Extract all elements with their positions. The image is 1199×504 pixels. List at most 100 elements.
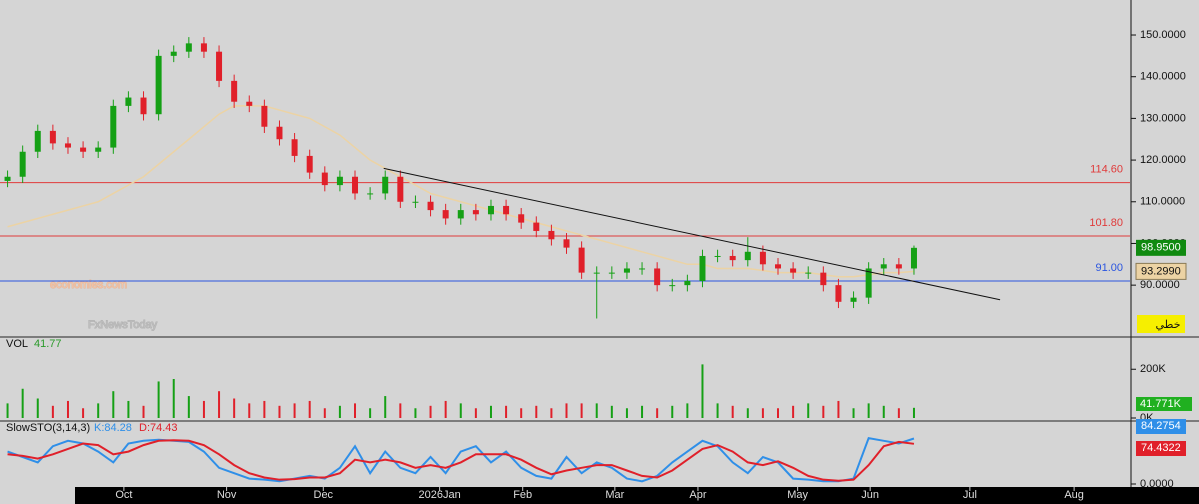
x-tick-label: Mar xyxy=(605,489,624,501)
candle-body xyxy=(608,272,615,274)
candle-body xyxy=(669,285,676,287)
candle-body xyxy=(487,205,494,215)
candle-body xyxy=(563,239,570,248)
candle-body xyxy=(548,230,555,240)
candle-body xyxy=(397,176,404,202)
candle-body xyxy=(744,251,751,261)
candle-body xyxy=(654,268,661,286)
candle-body xyxy=(306,155,313,173)
chart-type-label[interactable]: خطي xyxy=(1156,319,1181,331)
x-tick-label: 2026Jan xyxy=(419,489,461,501)
y-tick-label: 150.0000 xyxy=(1140,29,1186,41)
candle-body xyxy=(790,268,797,273)
candle-body xyxy=(216,51,223,81)
candle-body xyxy=(4,176,11,181)
stoch-d-legend: D:74.43 xyxy=(139,422,178,434)
candle-body xyxy=(336,176,343,186)
candle-body xyxy=(352,176,359,194)
y-tick-label: 110.0000 xyxy=(1140,196,1185,208)
candle-body xyxy=(110,105,117,148)
volume-box-label: 41.771K xyxy=(1140,398,1182,410)
candle-body xyxy=(200,43,207,52)
ma-box-label: 93.2990 xyxy=(1141,265,1181,277)
candle-body xyxy=(623,268,630,273)
x-tick-label: Jun xyxy=(861,489,879,501)
candle-body xyxy=(155,55,162,115)
volume-box xyxy=(1136,397,1192,411)
x-tick-label: Jul xyxy=(963,489,977,501)
x-tick-label: Oct xyxy=(115,489,132,501)
y-tick-label: 90.0000 xyxy=(1140,279,1180,291)
candle-body xyxy=(49,130,56,144)
x-tick-label: Nov xyxy=(217,489,237,501)
candle-body xyxy=(895,264,902,269)
x-tick-label: Apr xyxy=(689,489,706,501)
x-tick-label: May xyxy=(787,489,808,501)
candle-body xyxy=(775,264,782,269)
candle-body xyxy=(820,272,827,286)
stoch-line xyxy=(7,439,915,482)
watermark: FxNewsToday xyxy=(88,319,158,331)
candle-body xyxy=(442,210,449,219)
candle-body xyxy=(503,205,510,215)
candle-body xyxy=(125,97,132,106)
date-axis xyxy=(75,487,1199,504)
candle-body xyxy=(759,251,766,265)
candle-body xyxy=(699,255,706,281)
chart-type-button[interactable] xyxy=(1137,315,1185,333)
stoch-title: SlowSTO(3,14,3) xyxy=(6,422,90,434)
candle-body xyxy=(427,201,434,211)
candle-body xyxy=(367,193,374,195)
candle-body xyxy=(412,201,419,203)
candle-body xyxy=(714,255,721,257)
candle-body xyxy=(850,297,857,302)
trendline xyxy=(383,167,1001,301)
candle-body xyxy=(518,214,525,223)
candle-body xyxy=(246,101,253,106)
stoch-k-legend: K:84.28 xyxy=(94,422,132,434)
candle-body xyxy=(382,176,389,194)
watermark: economies.com xyxy=(50,279,127,291)
candle-body xyxy=(276,126,283,140)
y-tick-label: 130.0000 xyxy=(1140,112,1186,124)
level-label: 101.80 xyxy=(1089,217,1123,229)
level-label: 91.00 xyxy=(1095,262,1123,274)
candle-body xyxy=(684,280,691,286)
x-tick-label: Dec xyxy=(314,489,334,501)
candle-body xyxy=(865,268,872,298)
stoch-box xyxy=(1136,419,1186,434)
candle-body xyxy=(34,130,41,152)
level-label: 114.60 xyxy=(1090,163,1123,175)
candle-body xyxy=(291,139,298,156)
ma-box xyxy=(1135,262,1187,280)
candle-body xyxy=(95,147,102,152)
candle-body xyxy=(729,255,736,261)
candle-body xyxy=(639,268,646,270)
candle-body xyxy=(805,272,812,274)
candle-body xyxy=(19,151,26,177)
candle-body xyxy=(170,51,177,56)
candle-body xyxy=(231,80,238,102)
candle-body xyxy=(910,247,917,269)
candle-body xyxy=(457,210,464,219)
candle-body xyxy=(185,43,192,52)
candle-body xyxy=(64,143,71,148)
price-box xyxy=(1136,239,1186,256)
candle-body xyxy=(578,247,585,273)
candle-body xyxy=(593,272,600,274)
stoch-line xyxy=(7,436,915,483)
stoch-box-label: 84.2754 xyxy=(1141,420,1181,432)
stoch-box-label: 74.4322 xyxy=(1141,442,1181,454)
price-box-label: 98.9500 xyxy=(1141,242,1181,254)
y-tick-label: 140.0000 xyxy=(1140,71,1186,83)
candle-body xyxy=(880,264,887,269)
candle-body xyxy=(140,97,147,115)
x-tick-label: Aug xyxy=(1064,489,1084,501)
candle-body xyxy=(321,172,328,186)
candle-body xyxy=(835,285,842,302)
volume-title: VOL xyxy=(6,338,28,350)
stoch-tick-label: 0.0000 xyxy=(1140,478,1174,490)
volume-tick-label: 200K xyxy=(1140,363,1166,375)
